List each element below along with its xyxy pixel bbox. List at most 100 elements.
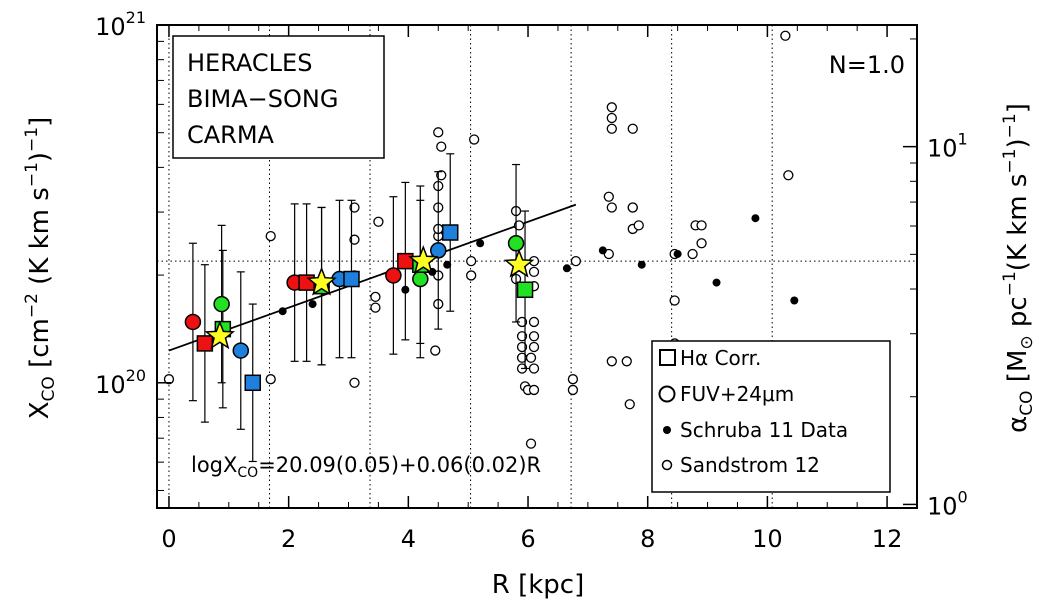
sandstrom-point-52 — [606, 356, 617, 367]
sandstrom-point-21 — [466, 270, 477, 281]
sandstrom-point-44 — [567, 374, 579, 385]
schruba-point-5 — [476, 239, 485, 248]
legend-bima-song: BIMA−SONG — [187, 85, 338, 113]
sandstrom-point-22 — [469, 134, 480, 145]
x-axis-label: R [kpc] — [492, 570, 584, 600]
legend-heracles: HERACLES — [187, 49, 312, 77]
heracles-circle-6 — [507, 234, 525, 252]
sandstrom-point-6 — [349, 202, 360, 213]
sandstrom-point-3 — [349, 377, 360, 388]
star-marker-2 — [408, 244, 439, 275]
sandstrom-point-51 — [606, 202, 617, 213]
x-tick-label-3: 6 — [520, 525, 535, 553]
star-marker-3 — [503, 248, 535, 278]
sandstrom-point-67 — [780, 30, 791, 41]
legend-carma: CARMA — [187, 121, 275, 149]
carma-circle-0 — [184, 313, 202, 331]
schruba-point-7 — [598, 246, 607, 255]
heracles-circle-0 — [213, 295, 230, 313]
fit-line-layer — [168, 203, 577, 352]
sandstrom-point-38 — [528, 341, 540, 353]
legend-halpha-corr: Hα Corr. — [680, 346, 761, 370]
x-tick-label-5: 10 — [752, 525, 783, 553]
fit-equation-label: logXCO=20.09(0.05)+0.06(0.02)R — [191, 453, 541, 481]
bima-song-square-5 — [441, 224, 459, 241]
sandstrom-point-47 — [603, 191, 614, 202]
sandstrom-point-5 — [349, 234, 360, 245]
sandstrom-point-1 — [265, 374, 276, 385]
sandstrom-point-53 — [621, 356, 632, 367]
right-y-axis-ticks: 100 101 — [903, 38, 968, 520]
sandstrom-point-50 — [606, 102, 617, 113]
sandstrom-point-17 — [436, 141, 447, 152]
sandstrom-point-2 — [265, 230, 276, 242]
schruba-point-12 — [790, 296, 799, 305]
schruba-point-6 — [562, 264, 571, 273]
fit-line — [168, 203, 577, 352]
sandstrom-point-28 — [516, 341, 528, 353]
schruba-point-10 — [712, 278, 721, 287]
right-y-tick-label-0: 100 — [927, 487, 968, 520]
sandstrom-point-48 — [606, 123, 617, 134]
left-y-axis-label: XCO [cm−2 (K km s−1)−1] — [22, 117, 59, 420]
n-annotation: N=1.0 — [829, 51, 905, 79]
sandstrom-point-36 — [528, 316, 540, 328]
sandstrom-point-59 — [633, 220, 644, 231]
heracles-circle-4 — [412, 270, 429, 288]
sandstrom-point-16 — [436, 170, 447, 181]
sandstrom-point-49 — [606, 112, 617, 124]
grid-lines — [157, 25, 917, 508]
carma-square-5 — [397, 252, 414, 270]
legend-fuv-24um: FUV+24μm — [680, 382, 794, 406]
carma-square-1 — [196, 335, 214, 352]
bima-song-circle-4 — [430, 242, 447, 259]
sandstrom-point-45 — [570, 255, 582, 267]
legend-schruba-11: Schruba 11 Data — [680, 418, 848, 442]
x-tick-label-4: 8 — [640, 525, 655, 553]
dot-filled-icon — [663, 426, 671, 434]
sandstrom-point-61 — [669, 295, 680, 306]
right-y-tick-label-1: 101 — [927, 130, 968, 163]
sandstrom-point-42 — [525, 438, 537, 449]
schruba-point-1 — [308, 300, 317, 309]
sandstrom-point-9 — [373, 216, 384, 227]
carma-circle-4 — [385, 267, 402, 284]
sandstrom-point-24 — [513, 220, 525, 231]
marker-legend-box — [651, 340, 891, 493]
sandstrom-point-18 — [433, 127, 444, 138]
schruba-point-0 — [278, 307, 287, 316]
legend-sandstrom-12: Sandstrom 12 — [680, 453, 820, 477]
schruba-point-11 — [751, 214, 760, 223]
left-y-tick-label-0: 1020 — [95, 366, 146, 399]
sandstrom-point-20 — [466, 255, 477, 267]
sandstrom-point-57 — [627, 202, 638, 213]
x-tick-label-1: 2 — [281, 525, 296, 553]
dot-open-icon — [661, 459, 673, 471]
sandstrom-12-layer — [163, 30, 794, 449]
sandstrom-point-37 — [528, 331, 540, 342]
sandstrom-point-58 — [627, 123, 638, 134]
sandstrom-point-65 — [696, 220, 707, 231]
heracles-square-7 — [516, 281, 534, 299]
left-y-tick-label-1: 1021 — [95, 8, 146, 41]
sandstrom-point-7 — [370, 302, 381, 313]
square-open-icon — [659, 349, 676, 366]
colored-markers-layer — [184, 224, 534, 392]
star-marker-0 — [204, 320, 236, 350]
sandstrom-point-8 — [370, 291, 381, 303]
sandstrom-point-63 — [687, 248, 698, 260]
x-tick-label-0: 0 — [161, 525, 176, 553]
sandstrom-point-66 — [696, 238, 707, 249]
sandstrom-point-54 — [624, 399, 635, 410]
x-axis-ticks: 0 2 4 6 8 10 12 — [161, 25, 902, 553]
sandstrom-point-0 — [163, 374, 175, 385]
survey-legend: HERACLES BIMA−SONG CARMA — [172, 35, 385, 159]
sandstrom-point-68 — [783, 170, 794, 181]
sandstrom-point-26 — [516, 331, 528, 342]
circle-open-icon — [658, 385, 676, 403]
sandstrom-point-10 — [430, 345, 441, 356]
plot-frame — [156, 24, 918, 509]
bima-song-square-1 — [244, 374, 261, 392]
schruba-11-layer — [278, 214, 799, 316]
